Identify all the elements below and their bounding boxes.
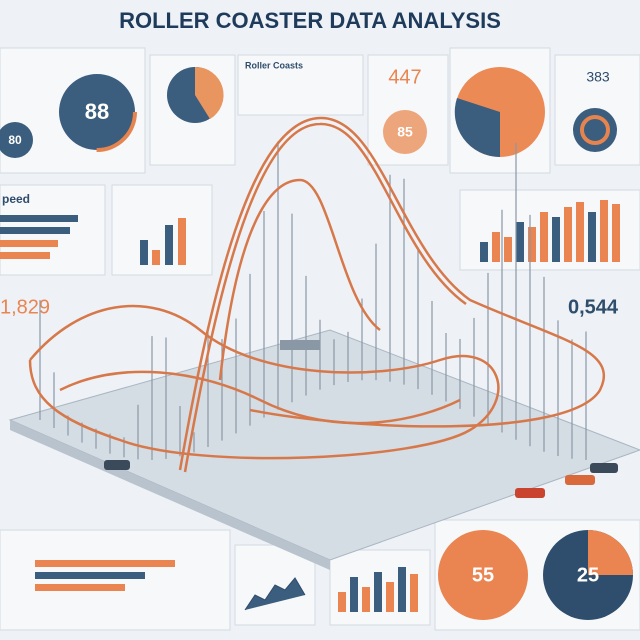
bar [178, 218, 186, 265]
decorative-bars [0, 215, 306, 611]
big-number: 447 [388, 66, 421, 88]
bar [140, 240, 148, 265]
gauge [383, 110, 427, 154]
panel [237, 54, 364, 116]
gauge-arc [57, 72, 137, 152]
bar [338, 592, 346, 612]
pie-slice [195, 66, 224, 119]
decorative-bars [338, 567, 418, 612]
panel-label: peed [2, 192, 30, 206]
panels [0, 47, 640, 631]
bar [35, 584, 125, 591]
panel-label: Roller Coasts [245, 60, 303, 70]
car [565, 475, 595, 485]
big-number: 383 [586, 69, 610, 85]
car [104, 460, 130, 470]
bar [528, 227, 536, 262]
gauge [0, 122, 33, 158]
bar [612, 204, 620, 262]
car [515, 488, 545, 498]
bar [564, 207, 572, 262]
bar [374, 572, 382, 612]
track [59, 370, 461, 425]
bar [386, 582, 394, 612]
gauge [59, 74, 135, 150]
bar [588, 212, 596, 262]
area [244, 577, 306, 611]
gauge-slice [588, 530, 633, 575]
gauge [573, 108, 617, 152]
bar [516, 222, 524, 262]
gauge-value: 88 [85, 99, 109, 124]
panel [459, 189, 640, 271]
panel [0, 529, 231, 631]
car [590, 463, 618, 473]
bar [600, 200, 608, 262]
gauge-value: 80 [8, 133, 22, 147]
roller-coaster [8, 116, 640, 570]
pie-slice [454, 98, 500, 158]
bar [0, 215, 78, 222]
big-number: 0,544 [568, 296, 619, 318]
gauge-value: 25 [577, 564, 599, 586]
gauge-arc [580, 115, 610, 145]
bar [410, 574, 418, 612]
bar [0, 252, 50, 259]
track [178, 116, 606, 471]
big-number: 1,829 [0, 296, 50, 318]
station [280, 340, 320, 350]
gauges: 88 80 85 55 25 [0, 66, 633, 620]
bar [0, 227, 70, 234]
bar [362, 587, 370, 612]
bar [504, 237, 512, 262]
bar [165, 225, 173, 265]
title: ROLLER COASTER DATA ANALYSIS [119, 8, 501, 33]
bar [492, 232, 500, 262]
bar [35, 572, 145, 579]
bar [152, 250, 160, 265]
gauge-value: 55 [472, 564, 494, 586]
bar [35, 560, 175, 567]
bar [398, 567, 406, 612]
track [28, 304, 500, 460]
bar [480, 242, 488, 262]
bar [540, 212, 548, 262]
panel [111, 184, 213, 276]
gauge-value: 85 [397, 124, 413, 140]
decorative-bars [480, 200, 620, 262]
bar [350, 577, 358, 612]
platform-edge [10, 420, 330, 570]
bar [576, 202, 584, 262]
track [183, 122, 467, 473]
bar [552, 217, 560, 262]
track [218, 178, 381, 381]
gauge [438, 530, 528, 620]
bar [0, 240, 58, 247]
